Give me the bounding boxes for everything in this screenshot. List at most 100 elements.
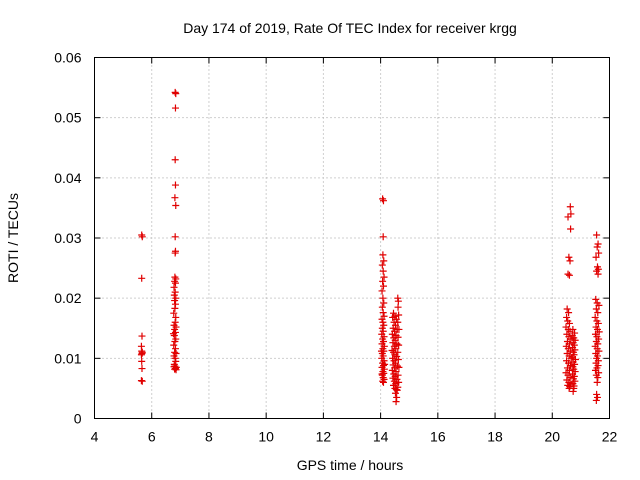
data-point: [593, 390, 601, 398]
data-point: [378, 287, 386, 295]
data-point: [395, 341, 403, 349]
chart-title: Day 174 of 2019, Rate Of TEC Index for r…: [183, 20, 517, 36]
data-point: [379, 197, 387, 205]
data-point: [171, 233, 179, 241]
data-point: [392, 398, 400, 406]
x-tick-label: 14: [373, 429, 389, 445]
data-point: [379, 233, 387, 241]
data-point: [378, 315, 386, 323]
x-tick-label: 10: [258, 429, 274, 445]
data-point: [171, 194, 179, 202]
y-tick-label: 0.02: [54, 290, 81, 306]
x-tick-label: 16: [430, 429, 446, 445]
data-point: [389, 361, 397, 369]
data-point: [567, 210, 575, 218]
data-point: [565, 271, 573, 279]
data-point: [171, 304, 179, 312]
data-point: [171, 325, 179, 333]
data-point: [394, 348, 402, 356]
data-point: [395, 378, 403, 386]
data-point: [394, 356, 402, 364]
data-point: [594, 309, 602, 317]
data-point: [379, 282, 387, 290]
data-point: [394, 333, 402, 341]
data-point: [593, 267, 601, 275]
data-point: [171, 337, 179, 345]
data-point: [380, 299, 388, 307]
data-point: [593, 243, 601, 251]
data-point: [377, 347, 385, 355]
x-tick-label: 12: [316, 429, 332, 445]
data-point: [381, 360, 389, 368]
data-point: [595, 301, 603, 309]
data-point: [172, 366, 180, 374]
data-point: [566, 257, 574, 265]
data-point: [394, 318, 402, 326]
x-tick-label: 22: [602, 429, 618, 445]
data-point: [567, 354, 575, 362]
data-point: [171, 104, 179, 112]
data-point: [393, 353, 401, 361]
data-point: [380, 257, 388, 265]
data-points: [137, 88, 603, 406]
data-point: [563, 305, 571, 313]
data-point: [171, 181, 179, 189]
data-point: [379, 377, 387, 385]
data-point: [170, 331, 178, 339]
data-point: [592, 253, 600, 261]
data-point: [379, 251, 387, 259]
y-tick-label: 0.05: [54, 110, 81, 126]
data-point: [379, 267, 387, 275]
data-point: [569, 387, 577, 395]
data-point: [592, 305, 600, 313]
data-point: [137, 377, 145, 385]
data-point: [391, 389, 399, 397]
data-point: [569, 325, 577, 333]
data-point: [565, 319, 573, 327]
data-point: [389, 309, 397, 317]
data-point: [379, 294, 387, 302]
data-point: [171, 288, 179, 296]
data-point: [592, 295, 600, 303]
data-point: [394, 371, 402, 379]
data-point: [378, 370, 386, 378]
data-point: [389, 313, 397, 321]
data-point: [595, 328, 603, 336]
y-axis-label: ROTI / TECUs: [5, 193, 21, 283]
data-point: [170, 309, 178, 317]
data-point: [138, 357, 146, 365]
data-point: [138, 348, 146, 356]
data-point: [389, 339, 397, 347]
y-tick-label: 0.03: [54, 230, 81, 246]
data-point: [171, 279, 179, 287]
data-point: [567, 225, 575, 233]
data-point: [171, 249, 179, 257]
data-point: [171, 156, 179, 164]
data-point: [171, 318, 179, 326]
y-tick-label: 0.01: [54, 350, 81, 366]
data-point: [595, 249, 603, 257]
data-point: [170, 283, 178, 291]
data-point: [378, 324, 386, 332]
data-point: [378, 261, 386, 269]
data-point: [593, 231, 601, 239]
data-point: [565, 253, 573, 261]
data-point: [594, 319, 602, 327]
data-point: [566, 203, 574, 211]
data-point: [593, 393, 601, 401]
data-point: [138, 377, 146, 385]
data-point: [389, 324, 397, 332]
x-tick-label: 20: [544, 429, 560, 445]
data-point: [138, 365, 146, 373]
data-point: [564, 270, 572, 278]
data-point: [394, 303, 402, 311]
x-axis-label: GPS time / hours: [297, 457, 404, 473]
data-point: [389, 374, 397, 382]
data-point: [170, 341, 178, 349]
y-tick-label: 0: [74, 411, 82, 427]
data-point: [395, 363, 403, 371]
data-point: [563, 313, 571, 321]
x-tick-label: 6: [148, 429, 156, 445]
x-tick-label: 18: [487, 429, 503, 445]
